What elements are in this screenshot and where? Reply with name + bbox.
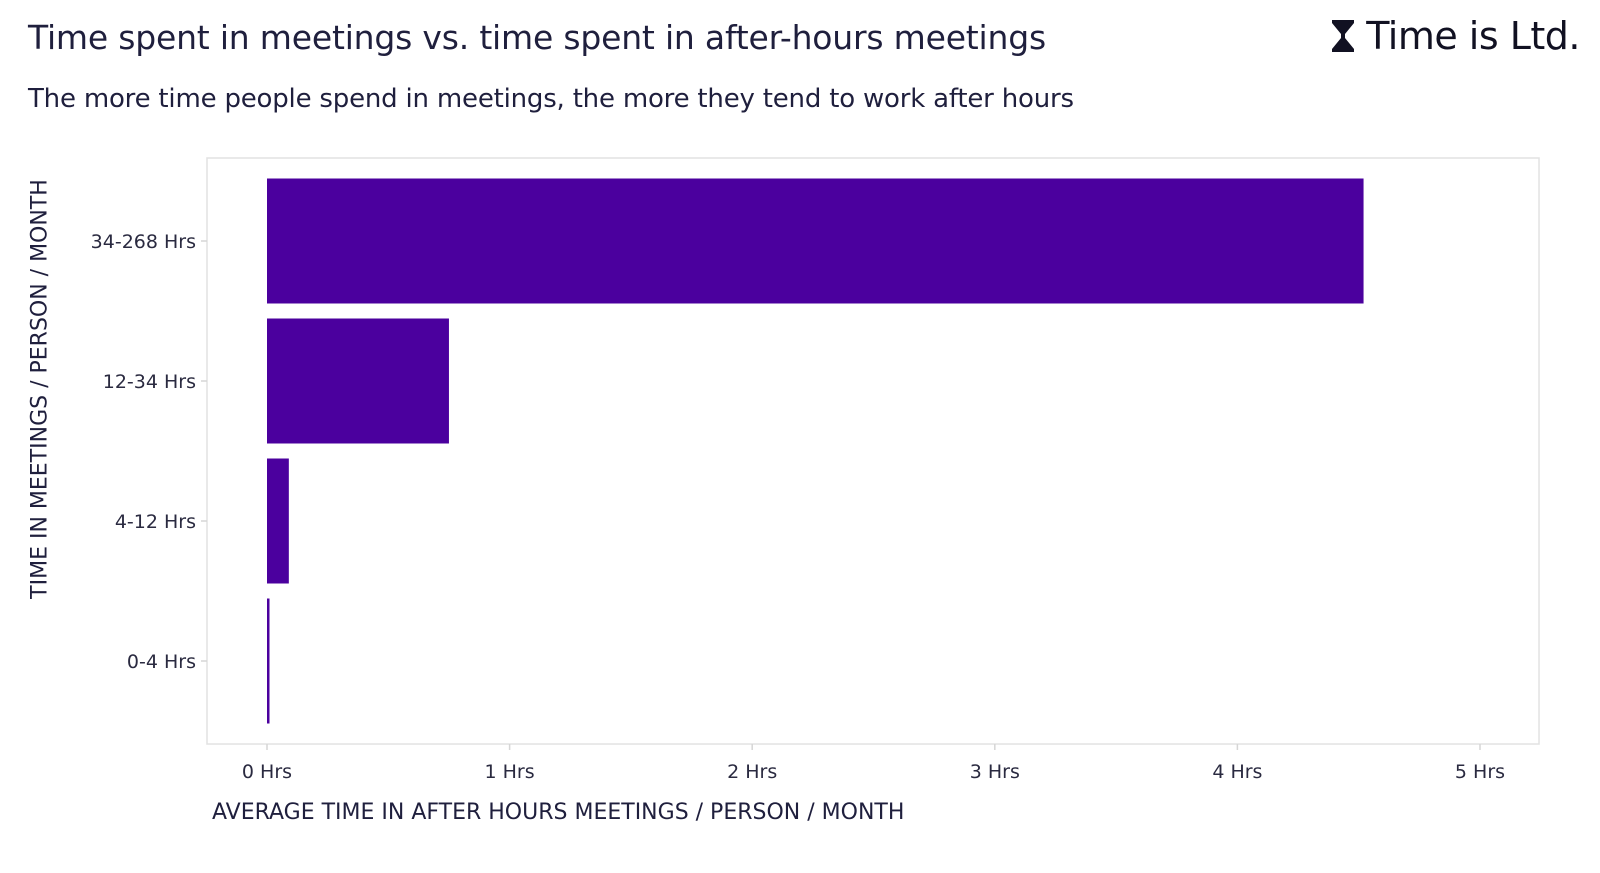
x-tick-label: 5 Hrs <box>1455 761 1505 783</box>
bar-12-34-hrs <box>267 318 449 444</box>
y-tick-label: 12-34 Hrs <box>103 371 196 393</box>
x-tick-label: 0 Hrs <box>242 761 292 783</box>
bar-4-12-hrs <box>267 458 289 584</box>
bar-34-268-hrs <box>267 178 1364 304</box>
x-axis-label: AVERAGE TIME IN AFTER HOURS MEETINGS / P… <box>212 800 905 825</box>
y-tick-label: 34-268 Hrs <box>91 231 196 253</box>
x-tick-label: 4 Hrs <box>1212 761 1262 783</box>
chart-subtitle: The more time people spend in meetings, … <box>28 84 1074 114</box>
x-tick-label: 1 Hrs <box>485 761 535 783</box>
y-tick-label: 4-12 Hrs <box>115 511 196 533</box>
y-tick-label: 0-4 Hrs <box>127 651 196 673</box>
brand-name: Time is Ltd. <box>1366 14 1580 58</box>
brand-logo: Time is Ltd. <box>1330 14 1580 58</box>
bar-0-4-hrs <box>267 598 270 724</box>
x-tick-label: 3 Hrs <box>970 761 1020 783</box>
x-tick-label: 2 Hrs <box>727 761 777 783</box>
hourglass-icon <box>1332 20 1355 52</box>
chart-title: Time spent in meetings vs. time spent in… <box>28 18 1046 57</box>
